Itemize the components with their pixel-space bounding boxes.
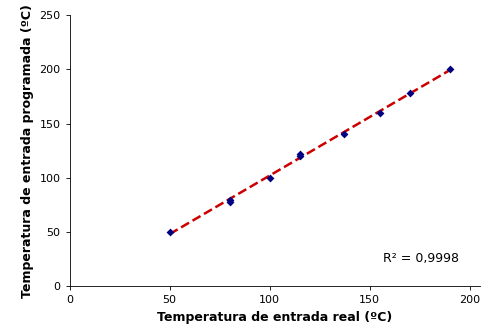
- Point: [226, 199, 234, 204]
- Point: [166, 229, 174, 235]
- Text: R² = 0,9998: R² = 0,9998: [383, 252, 459, 265]
- Point: [446, 67, 454, 72]
- Point: [376, 110, 384, 116]
- Point: [406, 90, 414, 96]
- X-axis label: Temperatura de entrada real (ºC): Temperatura de entrada real (ºC): [157, 311, 392, 324]
- Y-axis label: Temperatura de entrada programada (ºC): Temperatura de entrada programada (ºC): [21, 4, 34, 297]
- Point: [266, 175, 274, 181]
- Point: [296, 151, 304, 157]
- Point: [226, 197, 234, 202]
- Point: [296, 153, 304, 159]
- Point: [339, 132, 347, 137]
